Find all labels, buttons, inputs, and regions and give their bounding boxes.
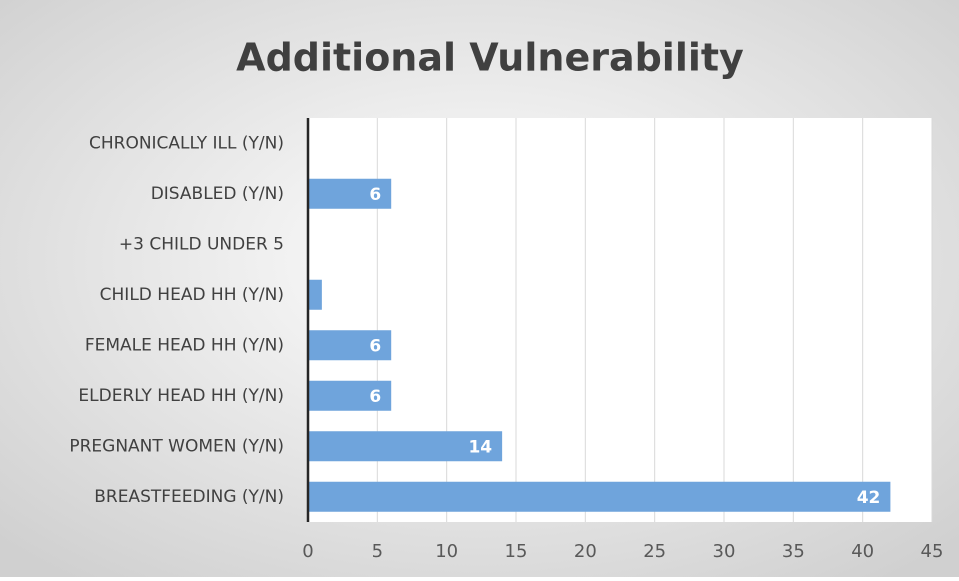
y-tick-label: PREGNANT WOMEN (Y/N): [69, 436, 284, 456]
bar: [308, 330, 392, 361]
bar: [308, 431, 503, 462]
x-tick-label: 15: [505, 541, 528, 562]
x-tick-label: 35: [782, 541, 805, 562]
y-tick-label: BREASTFEEDING (Y/N): [94, 487, 284, 507]
data-label: 6: [369, 336, 381, 356]
data-label: 6: [369, 387, 381, 407]
x-tick-label: 45: [921, 541, 944, 562]
data-label: 14: [468, 437, 492, 457]
y-tick-label: DISABLED (Y/N): [151, 184, 284, 204]
x-tick-label: 0: [302, 541, 313, 562]
y-tick-label: +3 CHILD UNDER 5: [119, 234, 284, 254]
data-label: 6: [369, 185, 381, 205]
x-tick-label: 25: [643, 541, 666, 562]
y-tick-label: CHILD HEAD HH (Y/N): [100, 285, 284, 305]
y-tick-label: CHRONICALLY ILL (Y/N): [89, 133, 284, 153]
plot-area: [308, 118, 932, 522]
x-tick-label: 5: [372, 541, 383, 562]
bar: [308, 279, 322, 310]
bar: [308, 481, 891, 512]
y-tick-label: ELDERLY HEAD HH (Y/N): [78, 386, 284, 406]
bar: [308, 178, 392, 209]
x-tick-label: 30: [713, 541, 736, 562]
chart-title: Additional Vulnerability: [236, 36, 744, 80]
y-tick-label: FEMALE HEAD HH (Y/N): [85, 335, 284, 355]
x-tick-label: 20: [574, 541, 597, 562]
x-tick-label: 40: [851, 541, 874, 562]
bar: [308, 380, 392, 411]
data-label: 42: [857, 488, 881, 508]
x-tick-label: 10: [435, 541, 458, 562]
